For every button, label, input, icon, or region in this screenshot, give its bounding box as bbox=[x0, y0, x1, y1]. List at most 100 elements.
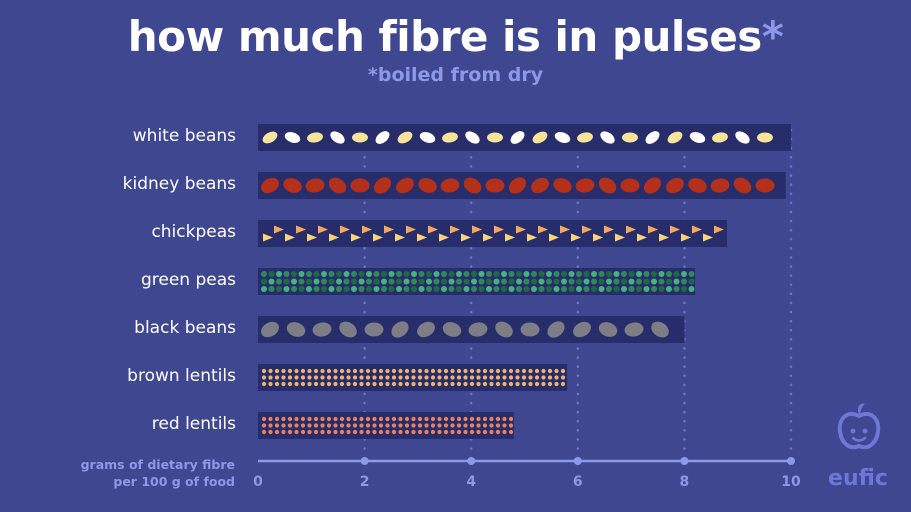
lentil bbox=[430, 368, 436, 374]
chickpea bbox=[604, 225, 614, 234]
pea bbox=[291, 271, 297, 277]
pea bbox=[531, 286, 537, 292]
lentil bbox=[287, 429, 293, 435]
lentil bbox=[404, 381, 410, 387]
pea bbox=[426, 271, 432, 277]
bean bbox=[651, 321, 669, 338]
lentil bbox=[391, 423, 397, 428]
pea bbox=[673, 278, 680, 285]
lentil bbox=[333, 423, 338, 428]
lentil bbox=[515, 381, 520, 387]
pea bbox=[456, 278, 462, 285]
chickpea bbox=[582, 225, 592, 234]
lentil bbox=[502, 423, 507, 428]
lentil bbox=[424, 368, 429, 374]
lentil bbox=[391, 416, 397, 422]
bean bbox=[396, 177, 414, 194]
category-label-black-beans: black beans bbox=[134, 318, 236, 338]
pea bbox=[516, 271, 522, 277]
bar-bg-chickpeas bbox=[258, 220, 728, 247]
lentil bbox=[274, 368, 280, 374]
bean bbox=[440, 178, 460, 193]
lentil bbox=[385, 423, 390, 428]
lentil bbox=[521, 381, 527, 387]
pea bbox=[486, 271, 492, 277]
lentil bbox=[502, 416, 507, 422]
bean bbox=[307, 132, 323, 143]
pea bbox=[621, 278, 627, 285]
x-tick-label-10: 10 bbox=[781, 474, 801, 490]
lentil bbox=[281, 429, 286, 435]
x-axis-title-line1: grams of dietary fibre bbox=[80, 457, 235, 472]
bean bbox=[284, 132, 301, 143]
pea bbox=[418, 278, 425, 285]
lentil bbox=[359, 368, 364, 374]
pea bbox=[546, 271, 552, 277]
lentil bbox=[424, 375, 429, 380]
pea bbox=[448, 286, 455, 292]
lentil bbox=[274, 429, 280, 435]
pea bbox=[538, 286, 545, 292]
lentil bbox=[261, 368, 267, 374]
chickpea bbox=[626, 225, 636, 234]
chickpea bbox=[692, 225, 702, 234]
lentil bbox=[456, 381, 462, 387]
lentil bbox=[281, 416, 286, 422]
bean bbox=[261, 321, 279, 338]
lentil bbox=[385, 429, 390, 435]
lentil bbox=[261, 381, 267, 387]
pea bbox=[553, 278, 560, 285]
bar-chickpeas bbox=[258, 220, 728, 247]
chickpea bbox=[450, 225, 460, 234]
x-tick-label-6: 6 bbox=[572, 474, 583, 490]
bar-brown-lentils bbox=[258, 364, 568, 391]
bean bbox=[643, 177, 662, 194]
lentil bbox=[346, 423, 351, 428]
bean bbox=[350, 178, 370, 193]
bean bbox=[485, 178, 505, 193]
pea bbox=[336, 286, 342, 292]
lentil bbox=[320, 381, 325, 387]
chickpea bbox=[461, 233, 471, 242]
bean bbox=[598, 322, 618, 337]
lentil bbox=[378, 416, 384, 422]
lentil bbox=[528, 375, 533, 380]
pea bbox=[681, 286, 687, 292]
lentil bbox=[450, 368, 455, 374]
pea bbox=[546, 278, 552, 285]
pea bbox=[636, 286, 642, 292]
pea bbox=[441, 278, 447, 285]
chickpea bbox=[681, 233, 691, 242]
pea bbox=[621, 271, 627, 277]
pea bbox=[561, 278, 567, 285]
pea bbox=[403, 286, 410, 292]
lentil bbox=[333, 429, 338, 435]
pea bbox=[441, 271, 447, 277]
chart-title: how much fibre is in pulses* bbox=[0, 12, 911, 61]
pea bbox=[688, 271, 695, 277]
lentil bbox=[476, 416, 481, 422]
lentil bbox=[443, 381, 449, 387]
lentil bbox=[359, 375, 364, 380]
lentil bbox=[281, 375, 286, 380]
chickpea bbox=[593, 233, 603, 242]
lentil bbox=[521, 375, 527, 380]
bean bbox=[364, 322, 384, 337]
pea bbox=[283, 286, 290, 292]
lentil bbox=[268, 368, 273, 374]
pea bbox=[478, 271, 485, 277]
lentil bbox=[300, 375, 306, 380]
lentil bbox=[274, 423, 280, 428]
lentil bbox=[372, 416, 377, 422]
chickpea bbox=[505, 233, 515, 242]
lentil bbox=[463, 429, 468, 435]
pea bbox=[591, 278, 597, 285]
lentil bbox=[541, 381, 546, 387]
pea bbox=[448, 271, 455, 277]
apple-face-icon bbox=[837, 403, 881, 450]
lentil bbox=[469, 381, 475, 387]
pea bbox=[321, 278, 327, 285]
lentil bbox=[398, 381, 403, 387]
pea bbox=[291, 286, 297, 292]
